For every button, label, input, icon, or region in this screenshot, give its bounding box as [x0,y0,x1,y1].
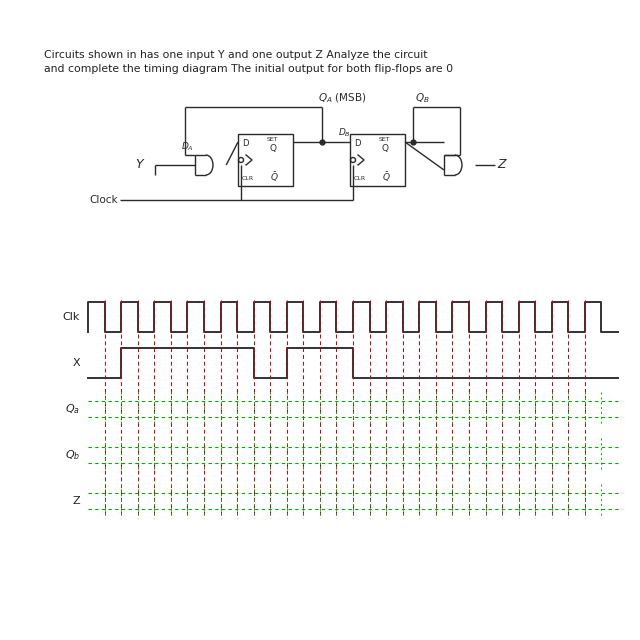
Text: X: X [72,358,80,368]
Text: Clk: Clk [63,312,80,322]
Text: CLR: CLR [242,176,254,181]
Text: Q: Q [270,144,277,153]
Bar [350,134,405,186]
Text: $Q_a$: $Q_a$ [65,402,80,416]
Text: $Z$: $Z$ [497,159,508,172]
Text: CLR: CLR [354,176,366,181]
Text: Clock: Clock [90,195,118,205]
Text: SET: SET [267,137,278,142]
Text: Z: Z [72,496,80,506]
Text: $D_B$: $D_B$ [338,127,351,139]
Text: Q: Q [382,144,389,153]
Text: $D_A$: $D_A$ [181,141,194,153]
Text: $Q_B$: $Q_B$ [415,92,429,105]
Text: Circuits shown in has one input Y and one output Z Analyze the circuit: Circuits shown in has one input Y and on… [44,50,428,60]
Text: $\bar{Q}$: $\bar{Q}$ [270,170,278,184]
Text: $Q_A$ (MSB): $Q_A$ (MSB) [317,92,366,105]
Bar [238,134,293,186]
Text: $Y$: $Y$ [134,159,145,172]
Text: D: D [242,139,248,148]
Text: $\bar{Q}$: $\bar{Q}$ [382,170,390,184]
Text: D: D [354,139,360,148]
Text: $Q_b$: $Q_b$ [65,448,80,462]
Text: and complete the timing diagram The initial output for both flip-flops are 0: and complete the timing diagram The init… [44,64,453,74]
Text: SET: SET [379,137,390,142]
